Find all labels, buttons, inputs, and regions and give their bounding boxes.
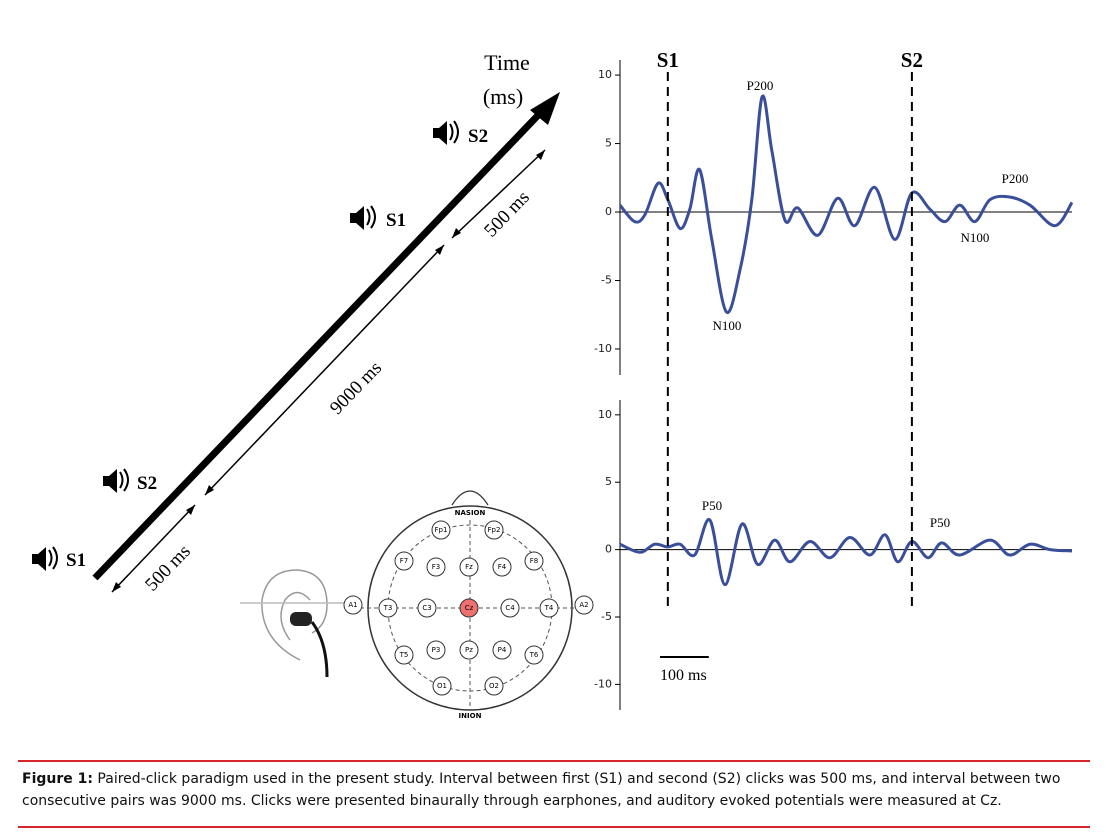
caption-text: Paired-click paradigm used in the presen…: [22, 771, 1061, 809]
electrode-label: F3: [432, 563, 440, 571]
electrode: [343, 595, 363, 615]
electrode: [431, 520, 451, 540]
interval-label: 9000 ms: [326, 358, 386, 419]
y-tick-label: 10: [598, 408, 612, 421]
y-tick-label: -10: [594, 342, 612, 355]
electrode: [426, 557, 446, 577]
electrode: [492, 557, 512, 577]
stimulus-label: S2: [468, 126, 488, 147]
electrode: [394, 551, 414, 571]
scale-bar-label: 100 ms: [660, 667, 707, 684]
arrow-head: [530, 92, 560, 125]
inion-label: INION: [459, 712, 482, 720]
electrode: [459, 640, 479, 660]
caption-rule: [18, 760, 1090, 762]
electrode-label: O1: [437, 682, 447, 690]
interval-line: [111, 504, 196, 593]
peak-label: P200: [1002, 171, 1029, 186]
interval-line: [451, 149, 546, 239]
arrow-head: [435, 245, 444, 255]
interval-label: 500 ms: [141, 541, 195, 595]
electrode-label: P4: [498, 646, 507, 654]
stimulus-label: S1: [66, 550, 86, 571]
electrode-label: F8: [530, 557, 538, 565]
speaker: [433, 120, 459, 145]
caption-rule: [18, 826, 1090, 828]
arrow-head: [536, 150, 545, 160]
waveform: [618, 94, 1074, 314]
electrode: [417, 598, 437, 618]
time-label: Time: [484, 50, 530, 75]
peak-label: P200: [747, 78, 774, 93]
ear: [240, 569, 350, 678]
speaker: [103, 468, 129, 493]
y-tick-label: 5: [605, 137, 612, 150]
arrow-head: [205, 485, 214, 495]
electrode: [524, 551, 544, 571]
electrode: [500, 598, 520, 618]
arrow-head: [186, 505, 195, 515]
electrode: [378, 598, 398, 618]
electrode: [492, 640, 512, 660]
electrode-label: C3: [422, 604, 431, 612]
electrode-label: P3: [432, 646, 441, 654]
stimulus-label: S2: [137, 473, 157, 494]
electrode-label: T6: [529, 651, 539, 659]
electrode-label: O2: [489, 682, 499, 690]
figure: Time (ms) S1 S2 S1 S2 500 ms 9000 ms 500…: [32, 48, 1074, 720]
electrode-label: F4: [498, 563, 507, 571]
peak-label: P50: [930, 515, 950, 530]
peak-label: P50: [702, 498, 722, 513]
y-tick-label: -5: [601, 610, 612, 623]
electrode-label: Fp1: [435, 526, 448, 534]
speaker: [32, 546, 58, 571]
y-tick-label: 0: [605, 205, 612, 218]
time-arrow: [92, 105, 548, 581]
electrode-label: Fz: [465, 563, 473, 571]
waveform: [619, 518, 1073, 587]
electrode-label: A1: [348, 601, 357, 609]
electrode: [459, 598, 479, 618]
electrode: [484, 520, 504, 540]
arrow-head: [452, 228, 461, 238]
electrode-label: T4: [544, 604, 554, 612]
y-tick-label: 0: [605, 543, 612, 556]
peak-label: N100: [961, 230, 990, 245]
electrode-label: C4: [505, 604, 515, 612]
electrode: [574, 595, 594, 615]
electrodes: Fp1 Fp2 F7 F3 Fz F4 F8 A1 T3 C3 Cz C4 T4 A2 T5 P3 Pz P4 T6…: [343, 520, 594, 696]
electrode-label: F7: [400, 557, 408, 565]
y-tick-label: 10: [598, 68, 612, 81]
nasion-label: NASION: [455, 509, 486, 517]
y-tick-label: 5: [605, 475, 612, 488]
stimulus-marker-label: S2: [901, 48, 923, 72]
caption-label: Figure 1:: [22, 771, 93, 787]
y-tick-label: -10: [594, 677, 612, 690]
electrode: [394, 645, 414, 665]
electrode: [426, 640, 446, 660]
electrode-label: T5: [399, 651, 409, 659]
peak-label: N100: [713, 318, 742, 333]
arrow-head: [112, 582, 121, 592]
time-label: (ms): [483, 84, 523, 109]
interval-label: 500 ms: [480, 187, 534, 241]
stimulus-marker-label: S1: [657, 48, 679, 72]
electrode-label: Fp2: [488, 526, 501, 534]
electrode: [539, 598, 559, 618]
y-tick-label: -5: [601, 274, 612, 287]
electrode-label: T3: [383, 604, 393, 612]
electrode-label: Pz: [465, 646, 473, 654]
electrode-label: Cz: [465, 604, 474, 612]
interval-line: [204, 244, 445, 496]
caption: Figure 1: Paired-click paradigm used in …: [22, 768, 1092, 812]
stimulus-label: S1: [386, 210, 406, 231]
electrode: [524, 645, 544, 665]
speaker: [350, 205, 376, 230]
electrode: [484, 676, 504, 696]
electrode: [432, 676, 452, 696]
electrode-label: A2: [579, 601, 588, 609]
electrode: [459, 557, 479, 577]
